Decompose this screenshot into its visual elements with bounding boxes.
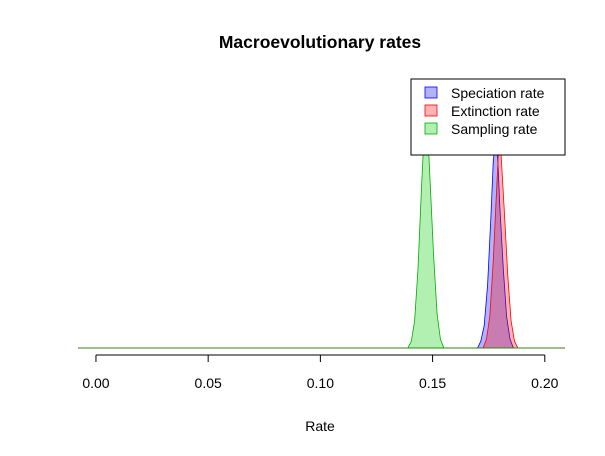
legend-label: Sampling rate bbox=[451, 121, 538, 137]
x-tick-label: 0.00 bbox=[82, 375, 109, 391]
density-areas bbox=[78, 121, 565, 349]
x-tick-label: 0.10 bbox=[307, 375, 334, 391]
x-tick-label: 0.20 bbox=[531, 375, 558, 391]
x-axis-label: Rate bbox=[305, 418, 335, 434]
legend-swatch bbox=[424, 104, 438, 117]
legend-swatch bbox=[424, 86, 438, 99]
legend-label: Extinction rate bbox=[451, 103, 540, 119]
legend-swatch bbox=[424, 122, 438, 135]
legend-label: Speciation rate bbox=[451, 85, 545, 101]
x-tick-label: 0.05 bbox=[195, 375, 222, 391]
x-tick-label: 0.15 bbox=[419, 375, 446, 391]
legend: Speciation rate Extinction rate Sampling r… bbox=[410, 78, 566, 156]
x-axis: 0.00 0.05 0.10 0.15 0.20 bbox=[82, 354, 559, 391]
chart-title: Macroevolutionary rates bbox=[219, 32, 422, 52]
